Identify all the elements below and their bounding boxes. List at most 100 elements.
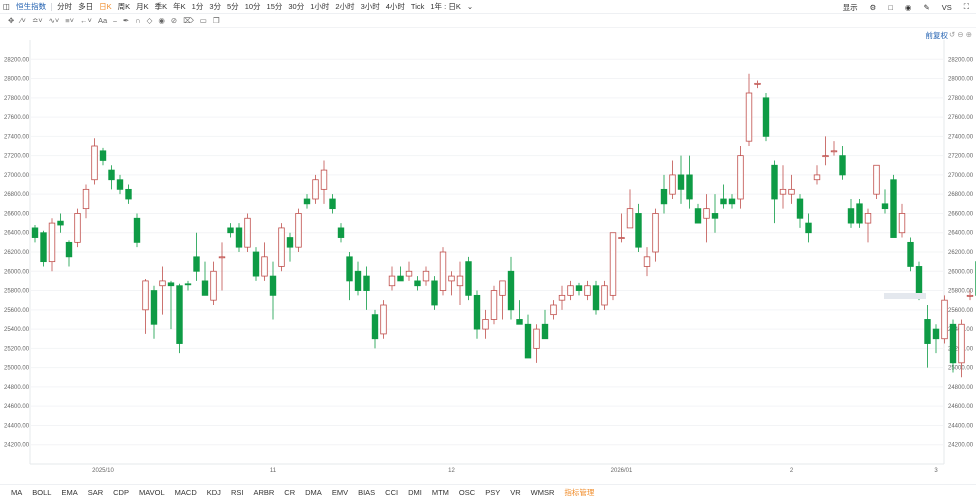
indicator-tab[interactable]: KDJ bbox=[206, 488, 221, 497]
indicator-tab[interactable]: DMA bbox=[305, 488, 322, 497]
indicator-tab[interactable]: WMSR bbox=[530, 488, 555, 497]
period-tab[interactable]: 月K bbox=[136, 2, 149, 11]
candle bbox=[82, 184, 90, 219]
y-tick-label: 24200.00 bbox=[948, 443, 974, 449]
candle-body bbox=[507, 270, 515, 311]
indicator-tab[interactable]: ARBR bbox=[253, 488, 275, 497]
indicator-tab[interactable]: CR bbox=[284, 488, 296, 497]
vs-button[interactable]: VS bbox=[941, 2, 952, 12]
gear-icon[interactable]: ⚙ bbox=[869, 2, 877, 12]
chevron-down-icon[interactable]: ⌄ bbox=[466, 2, 474, 11]
magnet-icon[interactable]: ∩ bbox=[135, 16, 141, 25]
period-tab[interactable]: 2小时 bbox=[335, 2, 355, 11]
candle-body bbox=[388, 275, 396, 287]
period-tab[interactable]: 季K bbox=[154, 2, 168, 11]
indicator-tab[interactable]: MACD bbox=[174, 488, 197, 497]
period-tab[interactable]: 周K bbox=[117, 2, 131, 11]
period-tab[interactable]: 3小时 bbox=[360, 2, 380, 11]
period-tab[interactable]: 15分 bbox=[266, 2, 283, 11]
fullscreen-icon[interactable]: ⛶ bbox=[963, 2, 969, 11]
line-tool-icon[interactable]: ∕˅ bbox=[20, 16, 26, 25]
period-tab[interactable]: 1年 : 日K bbox=[430, 2, 461, 11]
candle bbox=[74, 208, 81, 248]
y-tick-label: 24800.00 bbox=[948, 385, 974, 391]
window-icon[interactable]: □ bbox=[888, 2, 893, 12]
candle-body bbox=[635, 213, 642, 248]
indicator-tab[interactable]: EMA bbox=[61, 488, 78, 497]
indicator-tab[interactable]: MTM bbox=[431, 488, 449, 497]
candle-body bbox=[133, 217, 141, 243]
indicator-tab[interactable]: MAVOL bbox=[138, 488, 165, 497]
indicator-tab[interactable]: BOLL bbox=[32, 488, 52, 497]
candle bbox=[949, 319, 957, 373]
candle bbox=[677, 155, 685, 204]
indicator-tab[interactable]: VR bbox=[510, 488, 521, 497]
y-tick-label: 27200.00 bbox=[4, 154, 30, 160]
candle-body bbox=[456, 275, 464, 287]
candlestick-chart[interactable]: 24200.00 24400.00 24600.00 24800.00 25000.00… bbox=[0, 40, 976, 476]
candle-body bbox=[779, 188, 787, 195]
period-tab[interactable]: 30分 bbox=[288, 2, 305, 11]
y-tick-label: 25000.00 bbox=[4, 366, 30, 372]
indicator-tab[interactable]: CDP bbox=[113, 488, 129, 497]
arrow-tool-icon[interactable]: ←˅ bbox=[80, 16, 92, 25]
candle-body bbox=[873, 164, 880, 195]
indicator-tab[interactable]: 指标管理 bbox=[564, 488, 595, 497]
delete-icon[interactable]: ⌦ bbox=[183, 16, 194, 25]
candle-body bbox=[516, 319, 523, 325]
y-tick-label: 27800.00 bbox=[4, 96, 30, 102]
candle-body bbox=[150, 290, 158, 325]
candle bbox=[703, 194, 710, 243]
period-tab[interactable]: 3分 bbox=[209, 2, 222, 11]
y-tick-label: 26600.00 bbox=[948, 211, 974, 217]
indicator-tab[interactable]: CCI bbox=[385, 488, 399, 497]
period-tab[interactable]: 年K bbox=[173, 2, 186, 11]
pattern-tool-icon[interactable]: ∿˅ bbox=[48, 16, 60, 25]
period-tab[interactable]: 5分 bbox=[227, 2, 239, 11]
ruler-icon[interactable]: ⎯ bbox=[113, 15, 117, 25]
display-button[interactable]: 显示 bbox=[842, 2, 858, 12]
candle-body bbox=[414, 280, 421, 287]
candle-body bbox=[694, 208, 702, 224]
indicator-tab[interactable]: BIAS bbox=[358, 488, 376, 497]
crosshair-icon[interactable]: ✥ bbox=[8, 16, 15, 25]
panel-icon[interactable]: ◫ bbox=[3, 2, 11, 11]
period-tab[interactable]: 4小时 bbox=[385, 2, 405, 11]
layers-icon[interactable]: ▭ bbox=[199, 16, 207, 25]
grid bbox=[29, 40, 945, 464]
chart-undo-icons[interactable]: ↺ ⊖ ⊕ bbox=[948, 30, 972, 39]
indicator-tab[interactable]: EMV bbox=[331, 488, 349, 497]
candle bbox=[184, 280, 192, 291]
candle-body bbox=[754, 82, 761, 85]
y-tick-label: 27600.00 bbox=[4, 115, 30, 121]
period-tab[interactable]: Tick bbox=[410, 2, 425, 11]
indicator-tab[interactable]: MA bbox=[11, 488, 23, 497]
candle-body bbox=[354, 270, 362, 291]
lock-icon[interactable]: ◇ bbox=[146, 16, 153, 25]
camera-icon[interactable]: ◉ bbox=[904, 2, 912, 12]
period-tab[interactable]: 多日 bbox=[78, 2, 94, 11]
channel-tool-icon[interactable]: ≏˅ bbox=[31, 16, 43, 25]
brush-icon[interactable]: ✒ bbox=[122, 16, 130, 25]
hide-icon[interactable]: ⊘ bbox=[170, 16, 178, 25]
adjust-button[interactable]: 前复权 bbox=[925, 31, 949, 40]
index-title[interactable]: 恒生指数 bbox=[16, 2, 47, 11]
indicator-tab[interactable]: SAR bbox=[87, 488, 104, 497]
fib-tool-icon[interactable]: ≡˅ bbox=[65, 16, 75, 25]
period-tab[interactable]: 1小时 bbox=[310, 2, 330, 11]
indicator-tab[interactable]: PSY bbox=[485, 488, 501, 497]
period-tab[interactable]: 日K bbox=[99, 2, 112, 11]
text-tool-icon[interactable]: Aa bbox=[97, 16, 108, 25]
period-tab[interactable]: 1分 bbox=[191, 2, 204, 11]
period-tab[interactable]: 10分 bbox=[244, 2, 261, 11]
pencil-icon[interactable]: ✎ bbox=[923, 2, 930, 12]
eye-icon[interactable]: ◉ bbox=[158, 16, 165, 25]
candle bbox=[550, 300, 557, 320]
candle-body bbox=[31, 227, 39, 238]
indicator-tab[interactable]: OSC bbox=[458, 488, 476, 497]
indicator-tab[interactable]: RSI bbox=[230, 488, 244, 497]
period-tab[interactable]: 分时 bbox=[57, 2, 73, 11]
indicator-tab[interactable]: DMI bbox=[408, 488, 422, 497]
candle bbox=[626, 189, 634, 229]
copy-icon[interactable]: ❐ bbox=[212, 16, 220, 25]
